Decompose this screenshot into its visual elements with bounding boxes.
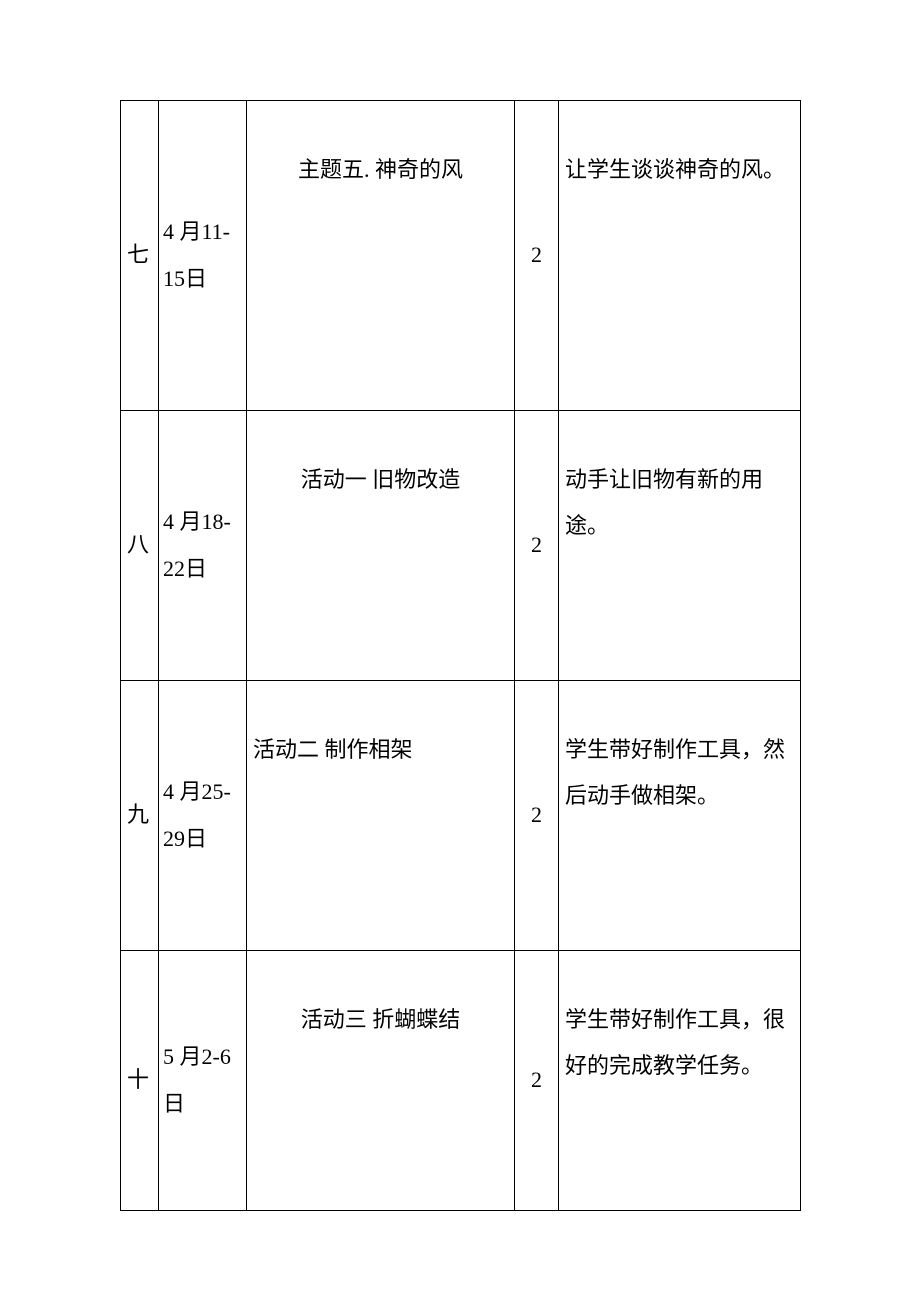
cell-date-range: 5 月2-6 日 <box>159 951 247 1211</box>
cell-topic: 主题五. 神奇的风 <box>247 101 515 411</box>
table-row: 八 4 月18-22日 活动一 旧物改造 2 动手让旧物有新的用途。 <box>121 411 801 681</box>
cell-count: 2 <box>515 681 559 951</box>
cell-description: 动手让旧物有新的用途。 <box>559 411 801 681</box>
table-row: 七 4 月11-15日 主题五. 神奇的风 2 让学生谈谈神奇的风。 <box>121 101 801 411</box>
topic-text: 活动一 旧物改造 <box>253 419 508 503</box>
cell-week-number: 十 <box>121 951 159 1211</box>
cell-week-number: 七 <box>121 101 159 411</box>
cell-topic: 活动一 旧物改造 <box>247 411 515 681</box>
cell-description: 学生带好制作工具，很好的完成教学任务。 <box>559 951 801 1211</box>
cell-topic: 活动二 制作相架 <box>247 681 515 951</box>
topic-text: 活动二 制作相架 <box>253 689 508 773</box>
cell-count: 2 <box>515 411 559 681</box>
cell-description: 让学生谈谈神奇的风。 <box>559 101 801 411</box>
cell-count: 2 <box>515 101 559 411</box>
topic-text: 主题五. 神奇的风 <box>253 109 508 193</box>
description-text: 动手让旧物有新的用途。 <box>565 419 794 549</box>
table-row: 九 4 月25-29日 活动二 制作相架 2 学生带好制作工具，然后动手做相架。 <box>121 681 801 951</box>
table-row: 十 5 月2-6 日 活动三 折蝴蝶结 2 学生带好制作工具，很好的完成教学任务… <box>121 951 801 1211</box>
description-text: 让学生谈谈神奇的风。 <box>565 109 794 193</box>
document-page: 七 4 月11-15日 主题五. 神奇的风 2 让学生谈谈神奇的风。 八 4 月… <box>120 100 800 1211</box>
topic-text: 活动三 折蝴蝶结 <box>253 959 508 1043</box>
description-text: 学生带好制作工具，然后动手做相架。 <box>565 689 794 819</box>
cell-week-number: 八 <box>121 411 159 681</box>
cell-date-range: 4 月11-15日 <box>159 101 247 411</box>
schedule-table: 七 4 月11-15日 主题五. 神奇的风 2 让学生谈谈神奇的风。 八 4 月… <box>120 100 801 1211</box>
cell-topic: 活动三 折蝴蝶结 <box>247 951 515 1211</box>
cell-date-range: 4 月18-22日 <box>159 411 247 681</box>
cell-description: 学生带好制作工具，然后动手做相架。 <box>559 681 801 951</box>
description-text: 学生带好制作工具，很好的完成教学任务。 <box>565 959 794 1089</box>
cell-week-number: 九 <box>121 681 159 951</box>
cell-date-range: 4 月25-29日 <box>159 681 247 951</box>
cell-count: 2 <box>515 951 559 1211</box>
